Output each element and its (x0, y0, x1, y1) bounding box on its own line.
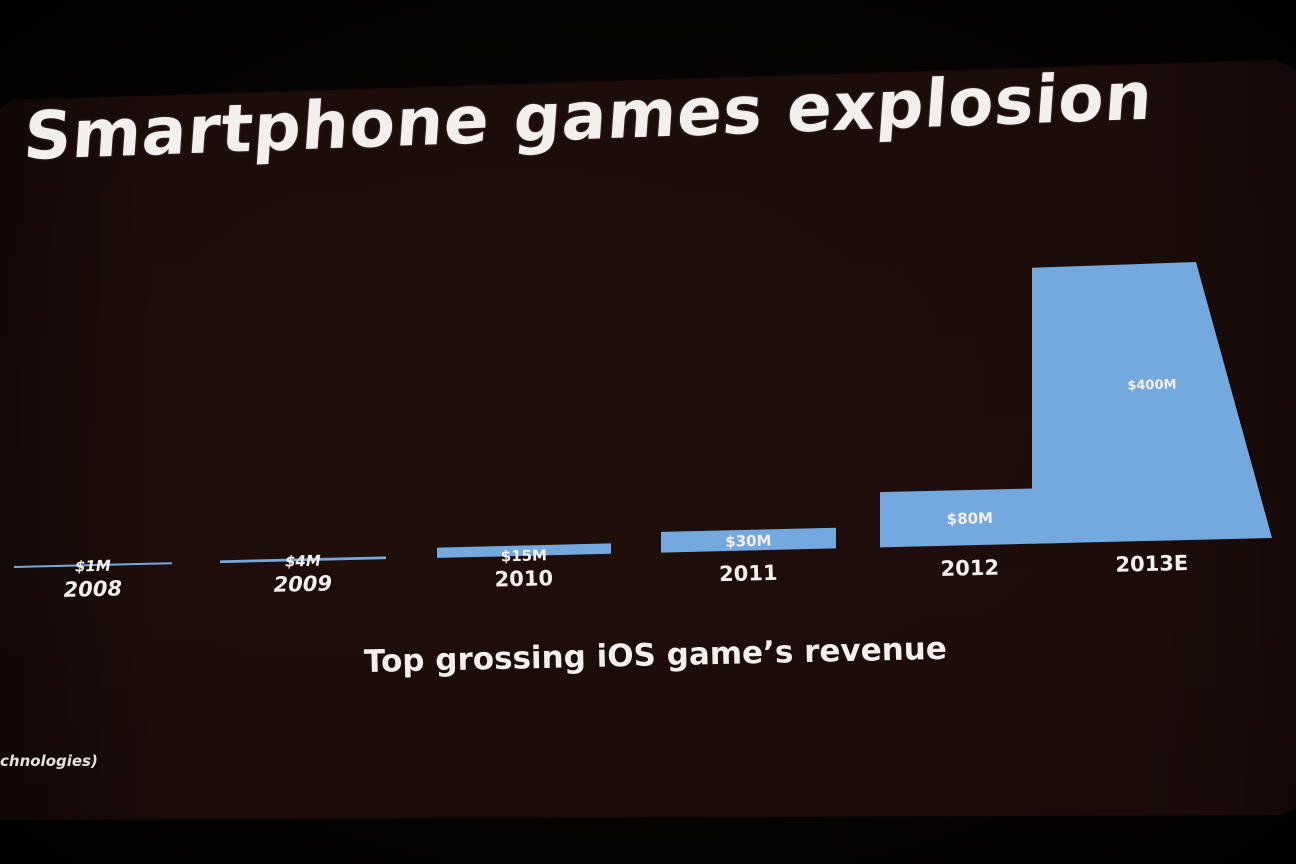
value-label-2013e: $400M (1127, 377, 1176, 393)
value-label-2010: $15M (501, 546, 548, 565)
category-label-2012: 2012 (940, 555, 999, 580)
category-label-2013e: 2013E (1115, 551, 1188, 577)
category-label-2009: 2009 (273, 571, 332, 596)
bar-2012 (880, 487, 1060, 548)
bar-2009 (220, 556, 386, 564)
value-label-2009: $4M (285, 552, 321, 571)
source-note: chnologies) (0, 752, 98, 770)
bar-2013e (1032, 262, 1272, 544)
value-label-2008: $1M (75, 557, 111, 576)
category-label-2010: 2010 (494, 566, 553, 591)
category-label-2011: 2011 (719, 561, 778, 586)
category-label-2008: 2008 (63, 576, 122, 601)
bar-2010 (437, 543, 611, 558)
bar-2011 (661, 527, 836, 553)
value-label-2011: $30M (725, 532, 772, 551)
value-label-2012: $80M (947, 509, 994, 528)
bar-2008 (14, 562, 172, 568)
